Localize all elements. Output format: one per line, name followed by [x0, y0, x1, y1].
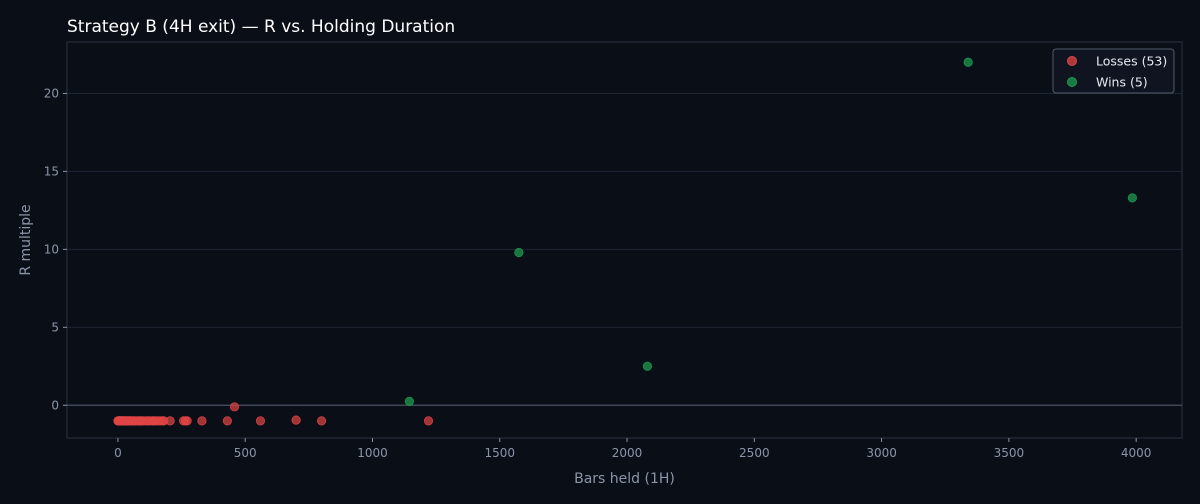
y-tick-label: 15: [44, 164, 59, 178]
legend-label-losses: Losses (53): [1096, 54, 1167, 69]
y-axis-label: R multiple: [18, 204, 34, 275]
win-point: [514, 247, 524, 258]
x-tick-label: 2500: [739, 446, 770, 460]
ticks: 0 5 10 15 20 0 500 1000 1500 2000 2500 3000 3500 4000: [44, 86, 1152, 460]
loss-point: [222, 416, 232, 426]
legend-swatch-losses: [1067, 56, 1077, 66]
legend-swatch-wins: [1067, 77, 1077, 87]
legend: Losses (53) Wins (5): [1052, 48, 1175, 94]
x-tick-label: 0: [114, 446, 122, 460]
loss-point: [316, 416, 327, 426]
x-tick-label: 2000: [612, 446, 643, 460]
y-tick-label: 5: [51, 320, 59, 334]
data-points: [113, 57, 1137, 426]
loss-point: [197, 416, 207, 426]
loss-point: [229, 402, 240, 412]
y-tick-label: 0: [51, 398, 59, 412]
legend-label-wins: Wins (5): [1096, 75, 1148, 90]
win-point: [642, 361, 653, 371]
loss-point: [182, 416, 192, 426]
x-tick-label: 4000: [1121, 446, 1152, 460]
loss-point: [148, 416, 159, 426]
x-tick-label: 1000: [357, 446, 388, 460]
y-tick-label: 10: [44, 242, 59, 256]
win-point: [963, 57, 973, 67]
gridlines: [67, 92, 1182, 406]
loss-point: [291, 415, 301, 425]
y-tick-label: 20: [44, 86, 59, 100]
plot-frame: [66, 41, 1183, 439]
loss-point: [423, 416, 434, 426]
loss-point: [255, 416, 266, 426]
x-tick-label: 3500: [994, 446, 1025, 460]
win-point: [1127, 193, 1137, 203]
x-tick-label: 3000: [866, 446, 897, 460]
loss-point: [159, 416, 169, 426]
chart-title: Strategy B (4H exit) — R vs. Holding Dur…: [67, 17, 455, 37]
x-tick-label: 1500: [484, 446, 515, 460]
x-tick-label: 500: [234, 446, 257, 460]
legend-box: [1052, 48, 1175, 94]
x-axis-label: Bars held (1H): [574, 471, 675, 487]
win-point: [404, 396, 414, 406]
loss-point: [129, 416, 139, 426]
